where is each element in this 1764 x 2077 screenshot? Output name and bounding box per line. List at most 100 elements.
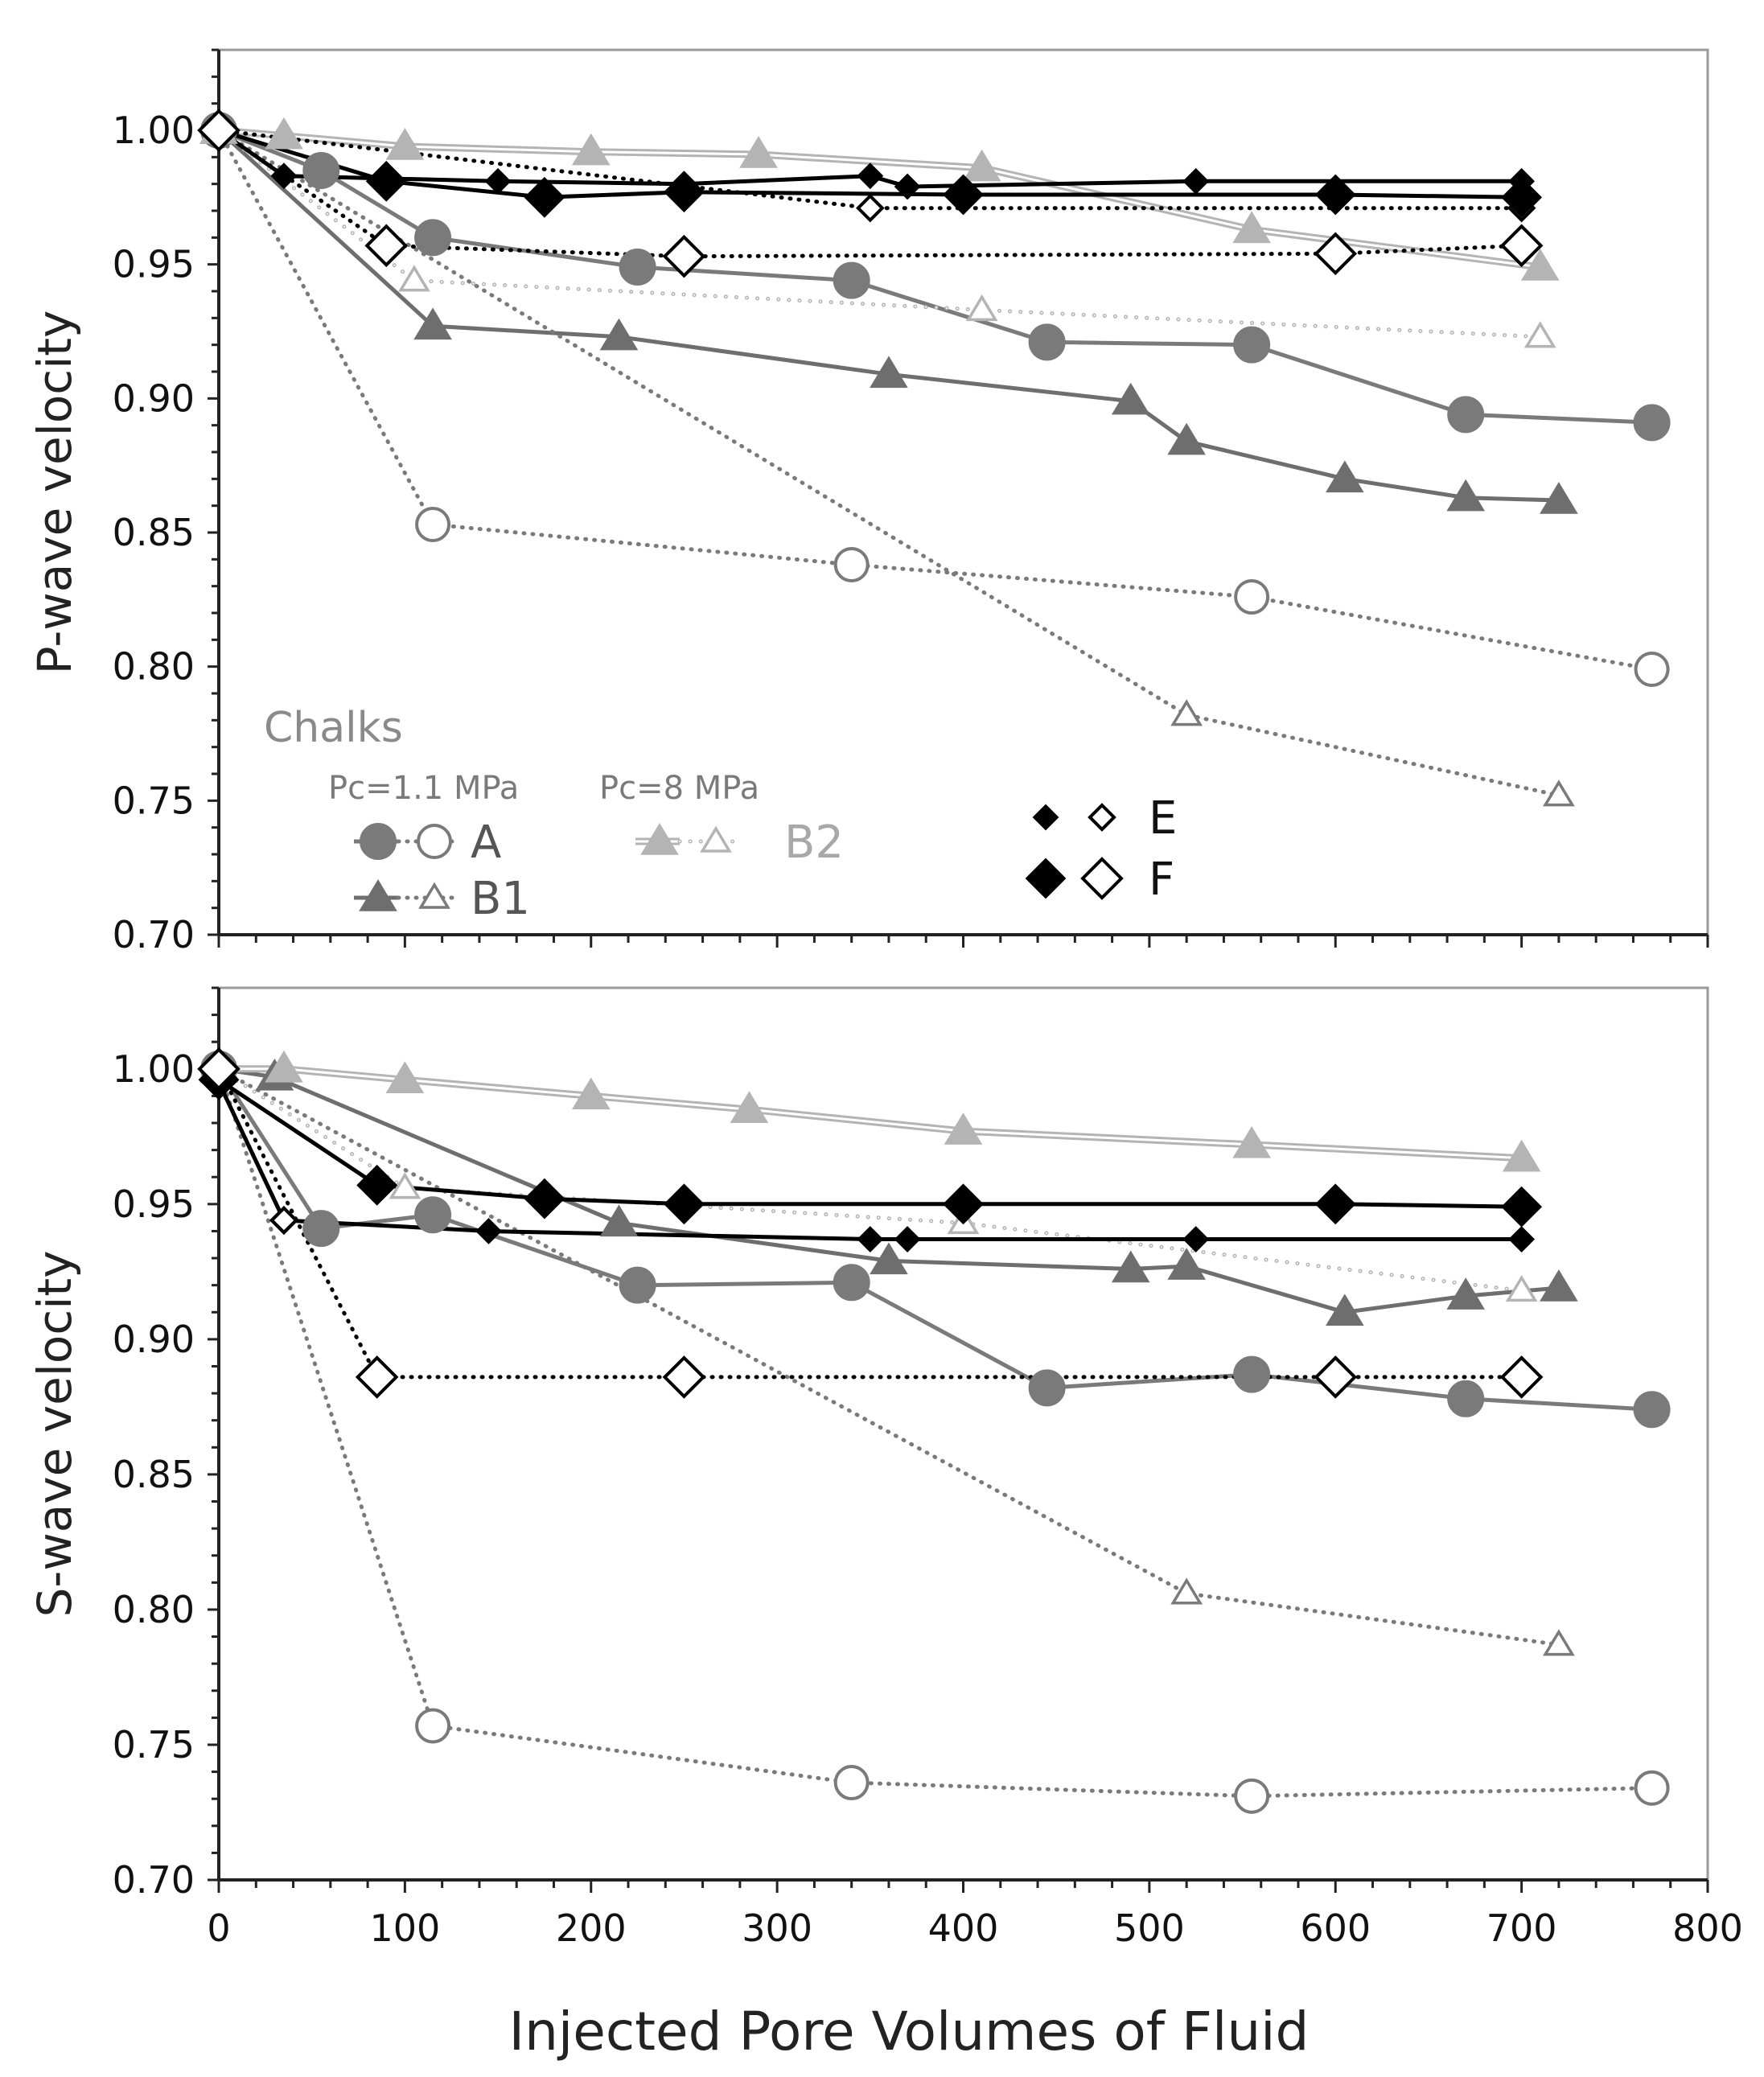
data-point-f_solid	[356, 1164, 398, 1206]
x-tick-label: 700	[1486, 1906, 1557, 1950]
legend-label-b1: B1	[471, 873, 530, 925]
data-point-a_open	[415, 507, 451, 542]
data-point-b1_solid	[1326, 1293, 1364, 1326]
series-markers	[197, 109, 1671, 807]
data-point-b2_open	[1505, 1274, 1538, 1302]
legend-marker-solid	[1032, 804, 1059, 831]
x-tick-label: 200	[556, 1906, 627, 1950]
data-point-b1_solid	[1111, 1250, 1150, 1283]
data-point-e_solid	[475, 1218, 502, 1244]
data-point-e_open	[855, 193, 885, 223]
legend-entry-b2: B2	[635, 816, 844, 869]
data-point-f_open	[662, 1355, 706, 1399]
data-point-f_solid	[664, 1183, 705, 1225]
y-tick-label: 1.00	[113, 1047, 195, 1091]
data-point-b1_solid	[870, 356, 908, 389]
data-point-f_solid	[664, 171, 705, 213]
x-tick-label: 400	[928, 1906, 999, 1950]
y-tick-label: 0.80	[113, 1588, 195, 1631]
legend-entry-f: F	[1025, 853, 1174, 906]
data-point-a_solid	[619, 1266, 656, 1304]
series-line-f_open	[216, 128, 1524, 259]
data-point-a_solid	[1447, 396, 1485, 434]
data-point-b2_solid	[385, 128, 425, 160]
data-point-f_open	[364, 224, 409, 268]
data-point-e_solid	[1182, 167, 1210, 195]
data-point-f_solid	[943, 1183, 984, 1225]
data-point-a_solid	[1447, 1380, 1485, 1417]
data-point-a_open	[833, 547, 870, 582]
data-point-b2_solid	[265, 1050, 303, 1083]
series-line-b2_open	[216, 128, 1543, 339]
data-point-a_solid	[619, 249, 656, 286]
data-point-f_solid	[1501, 1186, 1543, 1228]
data-point-f_solid	[524, 176, 565, 218]
data-point-a_solid	[1028, 323, 1066, 361]
data-point-f_open	[1499, 224, 1544, 268]
legend-marker-solid	[359, 879, 397, 911]
data-point-e_solid	[857, 162, 884, 190]
data-point-e_open	[269, 1206, 298, 1235]
data-point-e_solid	[1182, 1226, 1210, 1252]
x-tick-label: 600	[1300, 1906, 1371, 1950]
data-point-f_solid	[1314, 1183, 1356, 1225]
data-point-a_solid	[1028, 1369, 1066, 1407]
series-line-b2_solid-inner	[218, 129, 1540, 269]
data-point-b2_solid	[944, 1113, 983, 1145]
data-point-b1_open	[1543, 1629, 1575, 1656]
y-tick-label: 0.75	[113, 1723, 195, 1766]
data-point-b2_solid	[1232, 1125, 1271, 1158]
data-point-f_open	[355, 1355, 399, 1399]
panel-p-wave: 0.70 0.75 0.80 0.85 0.90 0.95 1.00 P-wave veloc…	[27, 48, 1709, 956]
data-point-a_open	[1234, 1778, 1270, 1814]
data-point-f_solid	[365, 160, 407, 202]
data-point-b2_solid	[1502, 1139, 1541, 1172]
data-point-a_solid	[1633, 1391, 1671, 1429]
data-point-f_solid	[943, 174, 984, 216]
panel-s-wave: 0.70 0.75 0.80 0.85 0.90 0.95 1.00 S-wave veloc…	[27, 986, 1709, 1902]
legend-title: Chalks	[264, 704, 403, 752]
y-axis-title: P-wave velocity	[27, 311, 82, 675]
data-point-b2_solid	[730, 1091, 769, 1123]
x-tick-label: 800	[1672, 1906, 1743, 1950]
legend-marker-open	[1080, 857, 1124, 900]
x-tick-label: 100	[369, 1906, 440, 1950]
data-point-b1_open	[1543, 779, 1575, 807]
data-point-a_solid	[414, 219, 452, 257]
data-point-e_solid	[894, 1226, 921, 1252]
data-point-b1_solid	[1540, 482, 1578, 514]
data-point-f_open	[197, 109, 241, 152]
y-tick-label: 1.00	[113, 109, 195, 152]
data-point-a_open	[1234, 579, 1270, 615]
y-tick-label: 0.90	[113, 376, 195, 420]
data-point-b1_solid	[1540, 1269, 1578, 1302]
legend-label-f: F	[1149, 853, 1174, 906]
legend-label-b2: B2	[784, 816, 844, 869]
data-point-a_open	[1634, 1770, 1670, 1806]
data-point-e_solid	[270, 162, 298, 190]
data-point-b2_open	[965, 294, 998, 322]
data-point-a_solid	[414, 1196, 452, 1234]
legend-marker-open	[1088, 803, 1116, 832]
y-tick-label: 0.70	[113, 1858, 195, 1902]
y-tick-label: 0.70	[113, 913, 195, 956]
legend-label-a: A	[471, 816, 501, 869]
y-tick-label: 0.80	[113, 645, 195, 689]
data-point-e_solid	[857, 1226, 884, 1252]
data-point-b1_solid	[1167, 422, 1206, 455]
data-point-b2_solid	[571, 133, 611, 166]
data-point-e_solid	[484, 167, 512, 195]
data-point-b1_open	[1170, 699, 1203, 726]
x-tick-label: 0	[207, 1906, 230, 1950]
data-point-b1_solid	[1446, 1277, 1486, 1310]
data-point-b1_solid	[599, 1204, 639, 1237]
data-point-b1_solid	[599, 318, 639, 351]
data-point-a_solid	[1233, 1355, 1271, 1393]
data-point-a_solid	[1233, 326, 1271, 364]
data-point-b1_solid	[413, 307, 452, 340]
data-point-b2_solid	[571, 1077, 611, 1110]
series-line-b2_solid-inner	[219, 1067, 1522, 1160]
data-point-b2_open	[389, 1172, 421, 1199]
y-tick-label: 0.95	[113, 243, 195, 286]
